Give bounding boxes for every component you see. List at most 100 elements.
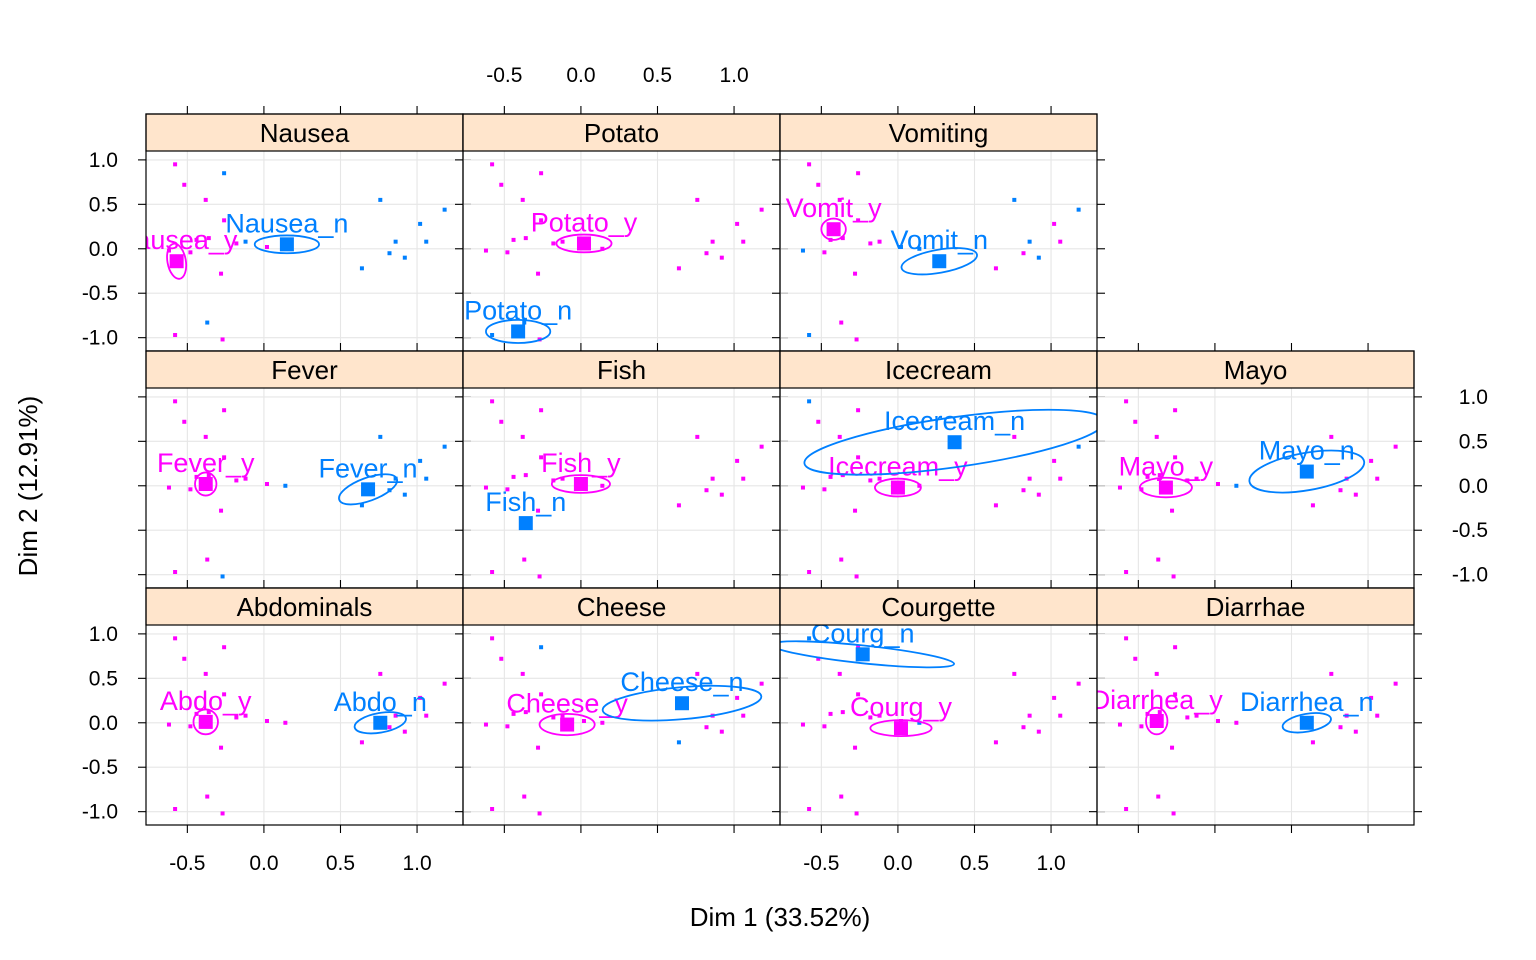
individual-point (393, 476, 398, 481)
individual-point (676, 740, 681, 745)
individual-point (837, 434, 842, 439)
individual-point (600, 483, 605, 488)
individual-point (719, 729, 724, 734)
individual-point (1393, 444, 1398, 449)
confidence-ellipse-mayo-y (1138, 476, 1193, 499)
individual-point (1027, 476, 1032, 481)
individual-point (424, 713, 429, 718)
individual-point (1027, 239, 1032, 244)
individual-point (424, 476, 429, 481)
x-tick-label: 1.0 (719, 64, 748, 87)
individual-point (1157, 473, 1162, 478)
individual-point (522, 794, 527, 799)
individual-point (816, 182, 821, 187)
individual-point (1124, 399, 1129, 404)
category-label-mayo-n: Mayo_n (1259, 436, 1355, 466)
confidence-ellipse-diarrhea-y (1145, 706, 1169, 736)
individual-point (1076, 207, 1081, 212)
individual-point (856, 171, 861, 176)
confidence-ellipse-courg-n (780, 640, 955, 669)
category-point-potato-y (576, 236, 591, 251)
strip-label-nausea: Nausea (260, 118, 350, 148)
category-label-vomit-y: Vomit_y (786, 193, 883, 223)
individual-point (1375, 713, 1380, 718)
confidence-ellipse-abdo-y (192, 708, 219, 736)
category-label-potato-y: Potato_y (531, 207, 638, 237)
individual-point (822, 487, 827, 492)
individual-point (539, 171, 544, 176)
strip-label-cheese: Cheese (577, 592, 667, 622)
strip-label-mayo: Mayo (1224, 355, 1288, 385)
confidence-ellipse-potato-n (485, 318, 552, 344)
individual-point (1353, 492, 1358, 497)
y-tick-label: -1.0 (1452, 564, 1488, 587)
x-tick-label: 0.5 (960, 852, 989, 875)
individual-point (800, 485, 805, 490)
individual-point (539, 218, 544, 223)
individual-point (220, 337, 225, 342)
individual-point (283, 483, 288, 488)
category-point-cheese-n (674, 696, 689, 711)
individual-point (1173, 692, 1178, 697)
individual-point (173, 399, 178, 404)
strip-label-fever: Fever (271, 355, 338, 385)
individual-point (166, 248, 171, 253)
individual-point (511, 237, 516, 242)
y-tick-label: 0.5 (89, 193, 118, 216)
category-label-nausea-n: Nausea_n (225, 208, 348, 238)
individual-point (243, 476, 248, 481)
individual-point (1156, 557, 1161, 562)
category-label-fever-y: Fever_y (157, 448, 255, 478)
individual-point (1027, 713, 1032, 718)
strip-potato (462, 113, 781, 152)
individual-point (490, 807, 495, 811)
individual-point (203, 671, 208, 676)
individual-point (1310, 503, 1315, 508)
individual-point (856, 455, 861, 460)
individual-point (219, 745, 224, 750)
category-label-cheese-y: Cheese_y (506, 689, 628, 719)
panel-ticks (1089, 580, 1422, 833)
individual-point (483, 722, 488, 727)
individual-point (222, 455, 227, 460)
x-tick-label: 0.0 (249, 852, 278, 875)
y-tick-label: 0.0 (89, 712, 118, 735)
individual-point (234, 715, 239, 720)
confidence-ellipse-courg-y (869, 719, 933, 738)
individual-point (523, 236, 528, 241)
individual-point (1154, 434, 1159, 439)
individual-point (1036, 492, 1041, 497)
individual-point (1021, 488, 1026, 493)
individual-point (741, 713, 746, 718)
category-point-nausea-n (279, 237, 294, 252)
category-point-mayo-n (1299, 464, 1314, 479)
individual-point (203, 434, 208, 439)
y-tick-label: 1.0 (1459, 386, 1488, 409)
panel-fish: Fish_y Fish_n Fish (455, 343, 788, 596)
individual-point (523, 710, 528, 715)
individual-point (418, 221, 423, 226)
individual-point (483, 485, 488, 490)
individual-point (243, 239, 248, 244)
individual-point (1052, 221, 1057, 226)
x-tick-label: 0.5 (326, 852, 355, 875)
y-tick-label: -1.0 (82, 801, 118, 824)
panel-frame (1096, 587, 1415, 826)
individual-point (839, 557, 844, 562)
strip-fish (462, 350, 781, 389)
category-label-abdo-y: Abdo_y (160, 686, 252, 716)
individual-point (1052, 458, 1057, 463)
individual-point (704, 725, 709, 730)
individual-point (1021, 725, 1026, 730)
individual-point (735, 221, 740, 226)
strip-label-diarrhae: Diarrhae (1206, 592, 1306, 622)
individual-point (856, 645, 861, 650)
individual-point (807, 807, 812, 811)
individual-point (1076, 444, 1081, 449)
category-point-fish-n (518, 516, 533, 531)
individual-point (505, 250, 510, 255)
individual-point (1139, 487, 1144, 492)
individual-point (1194, 713, 1199, 718)
individual-point (222, 692, 227, 697)
